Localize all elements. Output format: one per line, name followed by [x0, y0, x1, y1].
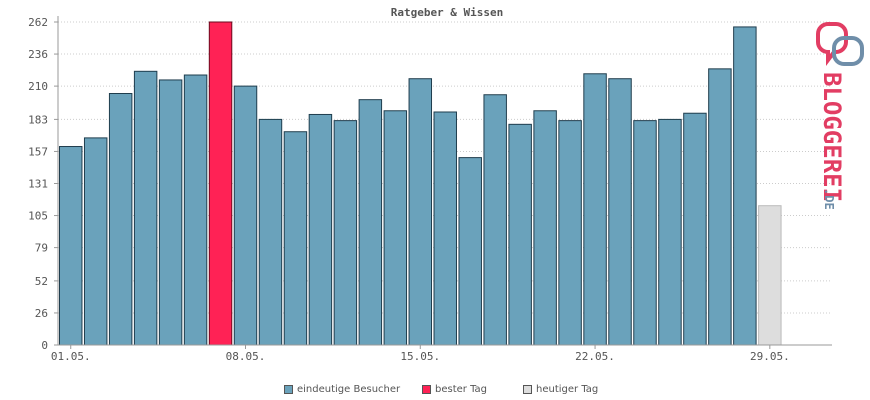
bar — [508, 123, 532, 346]
y-tick-label: 236 — [28, 48, 48, 61]
bar — [59, 146, 83, 346]
legend-swatch-today — [523, 385, 532, 394]
bar — [583, 73, 607, 346]
x-tick-label: 01.05. — [51, 350, 91, 363]
bar — [258, 118, 283, 346]
y-tick-label: 79 — [35, 242, 48, 255]
bar — [333, 120, 358, 346]
bar-layer — [59, 21, 782, 346]
legend-item-today: heutiger Tag — [523, 384, 598, 395]
legend-label: heutiger Tag — [536, 384, 599, 395]
logo-tld-text: .DE — [822, 188, 836, 210]
logo-brand-text: BLOGGEREI — [818, 72, 846, 202]
bar-chart: Ratgeber & Wissen 0 26 52 79 105 131 157 183 210… — [28, 6, 832, 363]
y-tick-label: 157 — [28, 145, 48, 158]
legend-label: eindeutige Besucher — [297, 384, 401, 395]
legend-swatch-best-day — [422, 385, 431, 394]
axis-layer: 0 26 52 79 105 131 157 183 210 236 262 01.05. 08.05.… — [28, 16, 832, 363]
x-tick-label: 15.05. — [400, 350, 440, 363]
y-tick-label: 210 — [28, 80, 48, 93]
bar — [358, 99, 383, 346]
bar — [183, 74, 208, 346]
bar-today — [758, 205, 782, 346]
bar — [308, 113, 333, 346]
bar — [658, 118, 682, 346]
legend-item-visitors: eindeutige Besucher — [284, 384, 400, 395]
y-tick-label: 131 — [28, 178, 48, 191]
bar — [608, 78, 632, 346]
speech-bubbles-icon — [816, 22, 864, 66]
bar — [533, 110, 557, 346]
legend-swatch-visitors — [284, 385, 293, 394]
x-tick-label: 22.05. — [575, 350, 615, 363]
y-tick-label: 52 — [35, 275, 48, 288]
legend-item-best-day: bester Tag — [422, 384, 487, 395]
bar — [683, 112, 707, 346]
bar — [733, 26, 757, 346]
y-tick-label: 0 — [41, 339, 48, 352]
bar — [458, 157, 482, 346]
bar — [408, 78, 433, 346]
chart-title: Ratgeber & Wissen — [391, 6, 504, 19]
y-tick-label: 262 — [28, 16, 48, 29]
bar-best-day — [208, 21, 233, 346]
bloggerei-logo[interactable]: BLOGGEREI .DE — [810, 16, 870, 216]
y-tick-label: 183 — [28, 113, 48, 126]
bar — [633, 120, 657, 346]
x-tick-label: 29.05. — [750, 350, 790, 363]
bar — [158, 79, 183, 346]
bar — [233, 85, 258, 346]
chart-legend: eindeutige Besucher bester Tag heutiger … — [0, 384, 870, 398]
bar — [708, 68, 732, 346]
legend-label: bester Tag — [435, 384, 488, 395]
bar — [558, 120, 582, 346]
bar — [108, 93, 133, 346]
y-tick-label: 105 — [28, 210, 48, 223]
bar — [383, 110, 408, 346]
bar — [83, 137, 108, 346]
bar — [433, 111, 457, 346]
bar — [483, 94, 507, 346]
bar — [283, 131, 308, 346]
y-tick-label: 26 — [35, 307, 48, 320]
bar — [133, 70, 158, 346]
x-tick-label: 08.05. — [226, 350, 266, 363]
